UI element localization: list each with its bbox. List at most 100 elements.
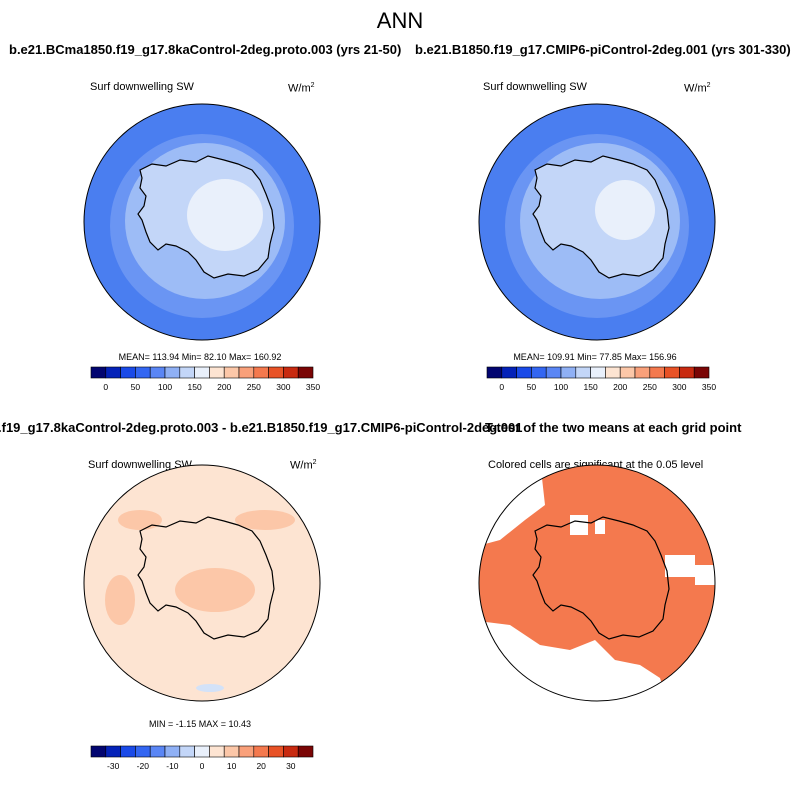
not-significant-area: [695, 565, 715, 585]
colorbar-swatch: [516, 366, 532, 379]
colorbar-swatch: [679, 366, 695, 379]
colorbar-tick-label: 200: [217, 382, 231, 392]
colorbar-swatch: [283, 366, 299, 379]
not-significant-area: [595, 520, 605, 534]
colorbar-tick-label: 30: [286, 761, 296, 771]
diff-patch: [105, 575, 135, 625]
colorbar-swatch: [135, 366, 151, 379]
panel-3-border: [83, 464, 321, 702]
panel-3-subtitle: Surf downwelling SW: [88, 459, 192, 471]
colorbar-swatch: [238, 366, 255, 379]
panel-4-map: [479, 465, 715, 701]
colorbar-tick-label: 200: [613, 382, 627, 392]
colorbar-swatch: [223, 366, 240, 379]
colorbar-swatch: [590, 366, 606, 379]
panel-2-map: [479, 104, 715, 340]
diff-patch: [175, 568, 255, 612]
colorbar-swatch: [179, 745, 195, 758]
panel-2-subtitle: Surf downwelling SW: [483, 81, 587, 93]
colorbar-tick-label: 150: [188, 382, 202, 392]
colorbar-swatch: [164, 366, 181, 379]
colorbar-tick-label: 350: [702, 382, 716, 392]
not-significant-area: [665, 555, 695, 577]
colorbar-tick-label: 50: [131, 382, 141, 392]
colorbar-swatch: [649, 366, 665, 379]
colorbar-swatch: [619, 366, 636, 379]
colorbar-tick-label: 20: [256, 761, 266, 771]
colorbar-swatch: [194, 366, 210, 379]
panel-2-title: b.e21.B1850.f19_g17.CMIP6-piControl-2deg…: [415, 42, 791, 57]
panel-3-title: .f19_g17.8kaControl-2deg.proto.003 - b.e…: [0, 420, 523, 435]
colorbar-swatch: [253, 366, 269, 379]
panel-4-border: [478, 464, 716, 702]
panel-2-colorbar: 0 50 100 150 200 250 300 350: [486, 366, 716, 392]
colorbar-swatch: [693, 366, 710, 379]
panel-2-units: W/m2: [684, 82, 711, 95]
colorbar-swatch: [268, 366, 284, 379]
colorbar-tick-label: 300: [672, 382, 686, 392]
diff-patch: [235, 510, 295, 530]
colorbar-swatch: [545, 366, 562, 379]
colorbar-swatch: [120, 366, 136, 379]
panel-3-units: W/m2: [290, 459, 317, 472]
colorbar-tick-label: 10: [227, 761, 237, 771]
colorbar-swatch: [238, 745, 255, 758]
colorbar-swatch: [223, 745, 240, 758]
colorbar-swatch: [149, 366, 166, 379]
panel-1-border: [83, 103, 321, 341]
colorbar-swatch: [209, 745, 225, 758]
colorbar-tick-label: -10: [166, 761, 179, 771]
colorbar-swatch: [253, 745, 269, 758]
ice-sheet: [187, 179, 263, 251]
colorbar-tick-label: 100: [554, 382, 568, 392]
colorbar-swatch: [105, 745, 121, 758]
panel-1-colorbar: 0 50 100 150 200 250 300 350: [90, 366, 320, 392]
colorbar-swatch: [664, 366, 680, 379]
panel-1-stats: MEAN= 113.94 Min= 82.10 Max= 160.92: [118, 352, 282, 362]
panel-1-map: [84, 104, 320, 340]
colorbar-swatch: [486, 366, 503, 379]
panel-4-title: T-test of the two means at each grid poi…: [485, 420, 742, 435]
colorbar-swatch: [120, 745, 136, 758]
colorbar-swatch: [209, 366, 225, 379]
colorbar-tick-label: 350: [306, 382, 320, 392]
colorbar-swatch: [105, 366, 121, 379]
colorbar-swatch: [164, 745, 181, 758]
colorbar-swatch: [560, 366, 577, 379]
colorbar-swatch: [501, 366, 517, 379]
panel-2-border: [478, 103, 716, 341]
figure-title: ANN: [376, 8, 424, 33]
colorbar-swatch: [135, 745, 151, 758]
colorbar-swatch: [575, 366, 591, 379]
panel-1-title: b.e21.BCma1850.f19_g17.8kaControl-2deg.p…: [9, 42, 402, 57]
colorbar-swatch: [90, 745, 107, 758]
colorbar-tick-label: 0: [103, 382, 108, 392]
panel-3-map: [84, 465, 320, 701]
colorbar-swatch: [194, 745, 210, 758]
colorbar-tick-label: -20: [137, 761, 150, 771]
colorbar-tick-label: 100: [158, 382, 172, 392]
colorbar-swatch: [634, 366, 651, 379]
colorbar-swatch: [297, 745, 314, 758]
panel-3-colorbar: -30 -20 -10 0 10 20 30: [90, 745, 314, 771]
colorbar-swatch: [297, 366, 314, 379]
panel-1-units: W/m2: [288, 82, 315, 95]
colorbar-tick-label: 250: [247, 382, 261, 392]
panel-3-stats: MIN = -1.15 MAX = 10.43: [148, 719, 252, 729]
colorbar-tick-label: 300: [276, 382, 290, 392]
diff-negative: [196, 684, 224, 692]
panel-1-subtitle: Surf downwelling SW: [90, 81, 194, 93]
colorbar-swatch: [179, 366, 195, 379]
colorbar-swatch: [531, 366, 547, 379]
colorbar-tick-label: 250: [643, 382, 657, 392]
diff-patch: [118, 510, 162, 530]
colorbar-tick-label: 0: [200, 761, 205, 771]
panel-2-stats: MEAN= 109.91 Min= 77.85 Max= 156.96: [513, 352, 677, 362]
ice-sheet: [595, 180, 655, 240]
colorbar-swatch: [90, 366, 107, 379]
colorbar-swatch: [283, 745, 299, 758]
colorbar-tick-label: 150: [584, 382, 598, 392]
not-significant-area: [570, 515, 588, 535]
colorbar-tick-label: -30: [107, 761, 120, 771]
